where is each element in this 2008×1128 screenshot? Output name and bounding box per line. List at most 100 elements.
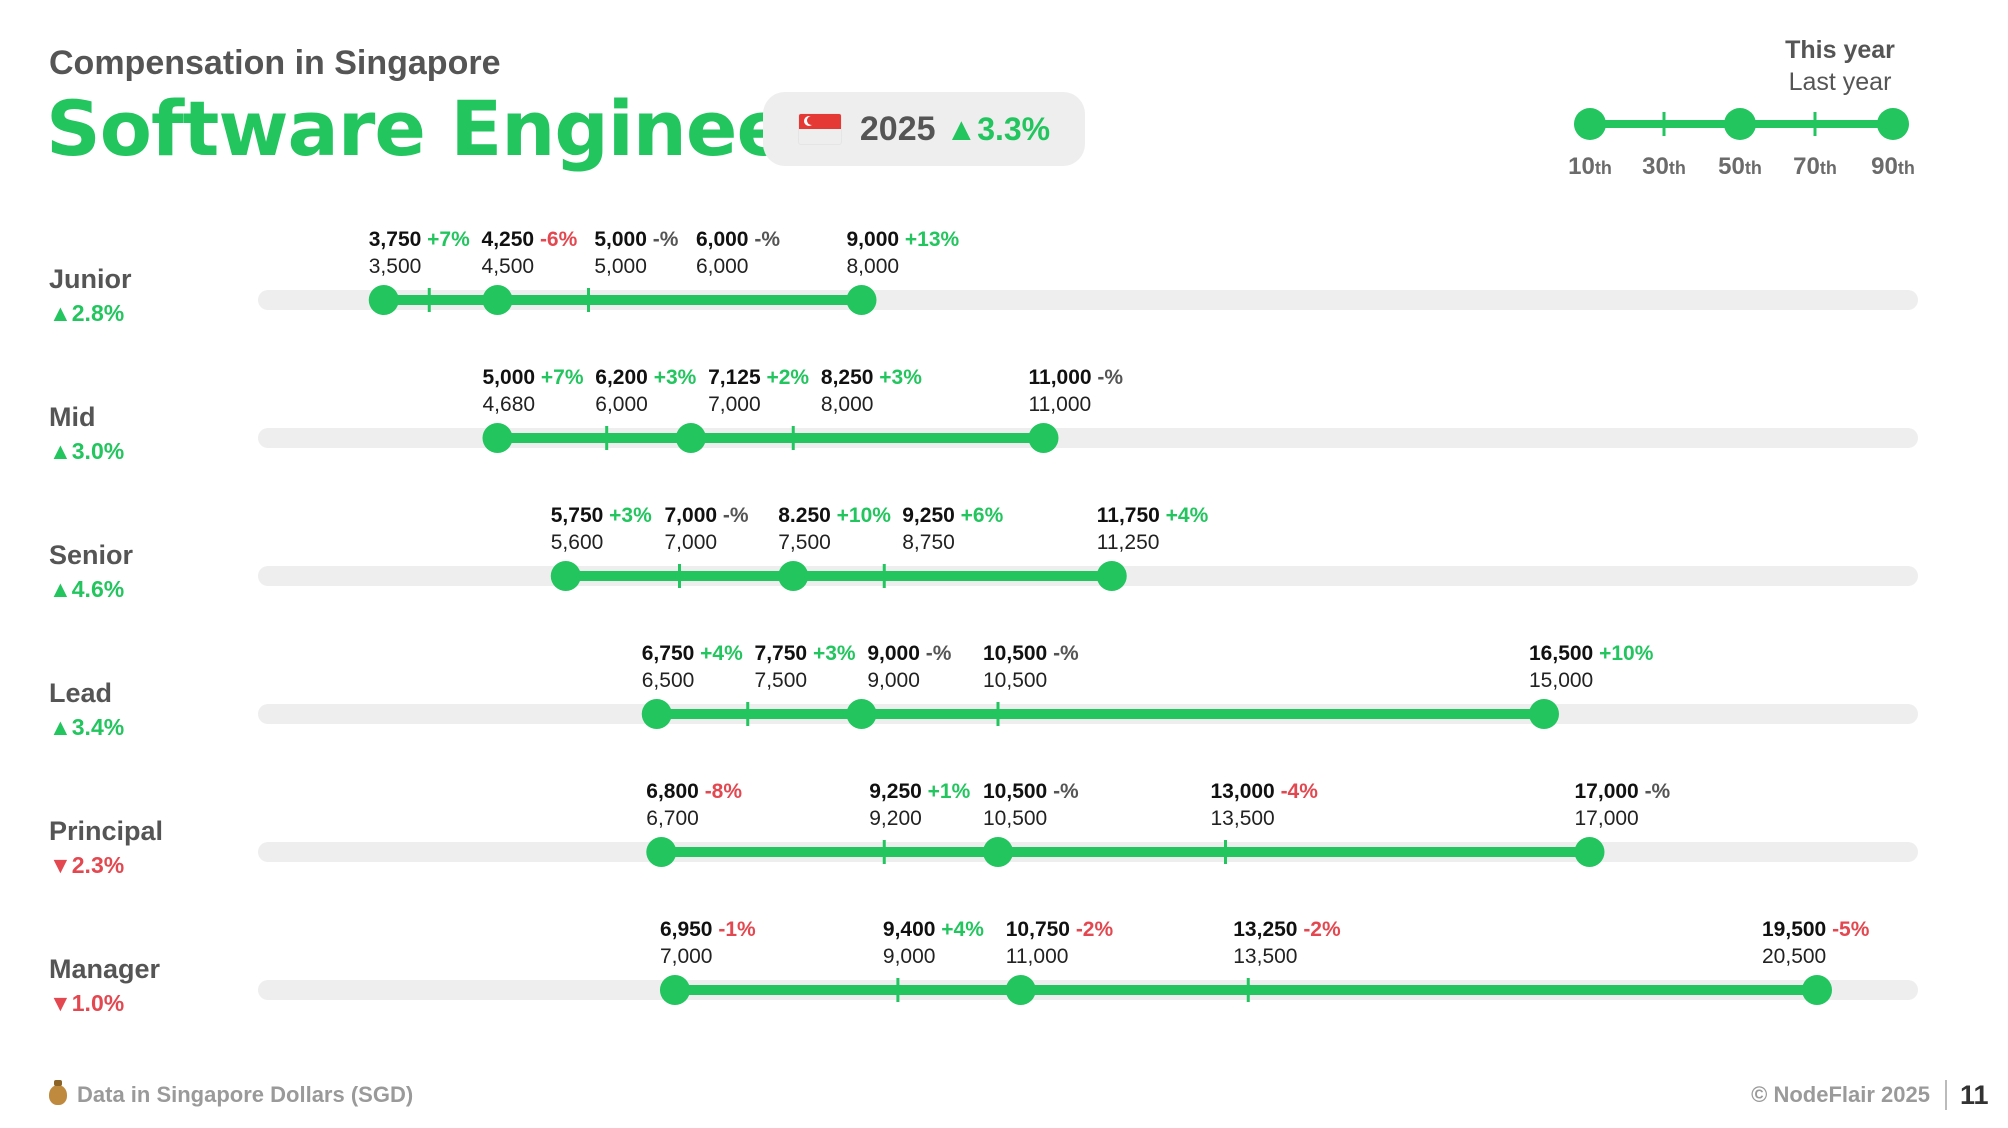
compensation-range-chart: Junior ▲2.8% 3,750 +7% 3,500 4,250 -6% 4,500 5… — [49, 228, 1918, 1016]
legend-label-70th: 70th — [1793, 153, 1837, 180]
legend-last-year: Last year — [1788, 68, 1892, 96]
dot-lead-90th — [1529, 699, 1559, 729]
year-badge: 2025 ▲3.3% — [763, 92, 1085, 166]
last-year-mid-90th: 11,000 — [1029, 393, 1092, 416]
page-subtitle: Compensation in Singapore — [49, 44, 501, 82]
last-year-lead-70th: 10,500 — [983, 669, 1047, 692]
level-change-manager: ▼1.0% — [49, 990, 124, 1016]
dot-principal-90th — [1574, 837, 1605, 867]
value-junior-10th: 3,750 +7% — [369, 228, 470, 251]
last-year-principal-30th: 9,200 — [869, 807, 922, 830]
dot-mid-10th — [482, 423, 513, 453]
page-title: Software Engineer — [46, 84, 824, 173]
legend-this-year: This year — [1785, 36, 1895, 64]
last-year-junior-30th: 4,500 — [482, 255, 535, 278]
money-bag-icon — [49, 1080, 67, 1105]
dot-lead-50th — [846, 699, 877, 729]
last-year-lead-30th: 7,500 — [755, 669, 808, 692]
value-mid-30th: 6,200 +3% — [595, 366, 696, 389]
last-year-principal-70th: 13,500 — [1211, 807, 1275, 830]
last-year-manager-50th: 11,000 — [1006, 945, 1069, 968]
legend-label-10th: 10th — [1568, 153, 1612, 180]
value-principal-50th: 10,500 -% — [983, 780, 1079, 803]
last-year-senior-10th: 5,600 — [551, 531, 604, 554]
level-label-manager: Manager — [49, 954, 161, 984]
level-change-lead: ▲3.4% — [49, 714, 124, 740]
last-year-mid-70th: 8,000 — [821, 393, 874, 416]
value-manager-70th: 13,250 -2% — [1233, 918, 1341, 941]
value-manager-90th: 19,500 -5% — [1762, 918, 1870, 941]
dot-manager-10th — [659, 975, 690, 1005]
legend-dot-10th — [1574, 108, 1606, 140]
last-year-mid-50th: 7,000 — [708, 393, 761, 416]
dot-manager-50th — [1005, 975, 1036, 1005]
legend-label-50th: 50th — [1718, 153, 1762, 180]
last-year-manager-90th: 20,500 — [1762, 945, 1826, 968]
level-change-junior: ▲2.8% — [49, 300, 124, 326]
value-senior-10th: 5,750 +3% — [551, 504, 652, 527]
footer-note: Data in Singapore Dollars (SGD) — [49, 1080, 414, 1108]
dot-principal-10th — [646, 837, 677, 867]
dot-senior-10th — [550, 561, 581, 591]
last-year-mid-30th: 6,000 — [595, 393, 648, 416]
legend-label-90th: 90th — [1871, 153, 1915, 180]
last-year-principal-50th: 10,500 — [983, 807, 1047, 830]
value-lead-10th: 6,750 +4% — [642, 642, 743, 665]
last-year-lead-50th: 9,000 — [867, 669, 920, 692]
last-year-senior-90th: 11,250 — [1097, 531, 1160, 554]
value-manager-10th: 6,950 -1% — [660, 918, 756, 941]
copyright: © NodeFlair 2025 — [1751, 1082, 1930, 1107]
dot-mid-90th — [1028, 423, 1059, 453]
last-year-lead-10th: 6,500 — [642, 669, 695, 692]
value-manager-30th: 9,400 +4% — [883, 918, 984, 941]
level-label-mid: Mid — [49, 402, 96, 432]
level-label-principal: Principal — [49, 816, 163, 846]
last-year-mid-10th: 4,680 — [483, 393, 536, 416]
level-label-junior: Junior — [49, 264, 132, 294]
value-mid-70th: 8,250 +3% — [821, 366, 922, 389]
value-lead-70th: 10,500 -% — [983, 642, 1079, 665]
value-senior-70th: 9,250 +6% — [902, 504, 1003, 527]
footer-divider — [1945, 1080, 1947, 1110]
dot-junior-90th — [846, 285, 877, 315]
last-year-junior-90th: 8,000 — [847, 255, 900, 278]
value-principal-70th: 13,000 -4% — [1211, 780, 1319, 803]
value-mid-90th: 11,000 -% — [1029, 366, 1124, 389]
last-year-junior-50th: 5,000 — [594, 255, 647, 278]
last-year-junior-10th: 3,500 — [369, 255, 422, 278]
dot-manager-90th — [1802, 975, 1832, 1005]
value-junior-30th: 4,250 -6% — [482, 228, 578, 251]
level-label-lead: Lead — [49, 678, 112, 708]
level-label-senior: Senior — [49, 540, 134, 570]
legend-label-30th: 30th — [1642, 153, 1686, 180]
level-change-principal: ▼2.3% — [49, 852, 124, 878]
value-senior-90th: 11,750 +4% — [1097, 504, 1209, 527]
last-year-principal-90th: 17,000 — [1575, 807, 1639, 830]
footer-note-text: Data in Singapore Dollars (SGD) — [77, 1082, 414, 1107]
value-principal-30th: 9,250 +1% — [869, 780, 970, 803]
last-year-manager-30th: 9,000 — [883, 945, 936, 968]
value-mid-50th: 7,125 +2% — [708, 366, 809, 389]
value-lead-50th: 9,000 -% — [867, 642, 951, 665]
last-year-manager-10th: 7,000 — [660, 945, 713, 968]
value-manager-50th: 10,750 -2% — [1006, 918, 1114, 941]
dot-senior-50th — [778, 561, 809, 591]
value-lead-90th: 16,500 +10% — [1529, 642, 1654, 665]
value-junior-50th: 5,000 -% — [594, 228, 678, 251]
legend-dot-90th — [1877, 108, 1909, 140]
last-year-manager-70th: 13,500 — [1233, 945, 1297, 968]
legend-dot-50th — [1724, 108, 1756, 140]
last-year-principal-10th: 6,700 — [646, 807, 699, 830]
last-year-lead-90th: 15,000 — [1529, 669, 1593, 692]
last-year-senior-30th: 7,000 — [665, 531, 718, 554]
value-lead-30th: 7,750 +3% — [755, 642, 856, 665]
dot-lead-10th — [641, 699, 672, 729]
value-principal-90th: 17,000 -% — [1575, 780, 1671, 803]
dot-principal-50th — [983, 837, 1013, 867]
level-change-senior: ▲4.6% — [49, 576, 124, 602]
percentile-legend: 10th 30th 50th 70th 90th — [1568, 108, 1915, 180]
value-senior-50th: 8.250 +10% — [778, 504, 891, 527]
page-number: 11 — [1960, 1080, 1989, 1110]
value-senior-30th: 7,000 -% — [665, 504, 749, 527]
level-change-mid: ▲3.0% — [49, 438, 124, 464]
